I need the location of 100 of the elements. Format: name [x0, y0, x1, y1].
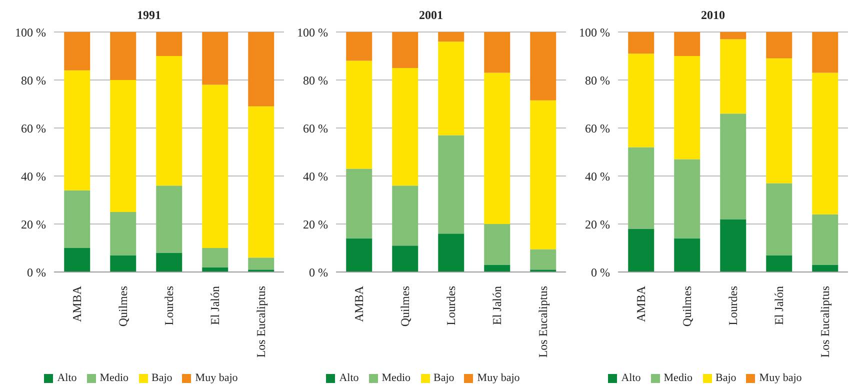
- bar: [64, 248, 90, 272]
- x-tick-label: AMBA: [352, 286, 366, 322]
- legend-label: Medio: [100, 372, 129, 384]
- bar: [438, 234, 464, 272]
- bar: [720, 39, 746, 114]
- bar: [766, 32, 792, 58]
- bar: [530, 100, 556, 250]
- chart-title: 2001: [418, 8, 444, 24]
- legend-label: Alto: [621, 372, 641, 384]
- bar: [346, 60, 372, 169]
- y-tick-label: 0 %: [309, 265, 328, 280]
- bar: [346, 238, 372, 272]
- bar: [812, 72, 838, 214]
- bar: [248, 106, 274, 258]
- bar: [484, 32, 510, 73]
- bar: [248, 32, 274, 106]
- x-tick-label: AMBA: [634, 286, 648, 322]
- legend-label: Alto: [57, 372, 77, 384]
- y-tick-label: 60 %: [303, 121, 328, 136]
- bar: [346, 168, 372, 238]
- legend-label: Muy bajo: [195, 372, 238, 384]
- y-tick-label: 80 %: [21, 73, 46, 88]
- x-tick-label: Lourdes: [726, 286, 740, 326]
- legend-label: Bajo: [434, 372, 454, 384]
- bar: [346, 32, 372, 61]
- bar: [156, 32, 182, 56]
- x-tick-label: El Jalón: [772, 286, 786, 325]
- bar: [484, 224, 510, 265]
- bar: [628, 228, 654, 272]
- bar: [628, 54, 654, 148]
- bar: [156, 56, 182, 186]
- bar: [674, 32, 700, 56]
- bar: [202, 267, 228, 272]
- legend-label: Medio: [664, 372, 693, 384]
- bar: [812, 214, 838, 265]
- x-tick-label: AMBA: [70, 286, 84, 322]
- bar: [720, 32, 746, 40]
- bar: [720, 219, 746, 272]
- bar: [248, 258, 274, 270]
- bar: [202, 248, 228, 268]
- x-tick-label: El Jalón: [208, 286, 222, 325]
- bar: [392, 68, 418, 186]
- x-tick-label: Quilmes: [116, 286, 130, 327]
- bar: [110, 255, 136, 272]
- x-tick-label: Quilmes: [680, 286, 694, 327]
- y-tick-label: 20 %: [585, 217, 610, 232]
- bar: [766, 58, 792, 184]
- y-tick-label: 40 %: [303, 169, 328, 184]
- y-tick-label: 20 %: [303, 217, 328, 232]
- bar: [392, 186, 418, 246]
- bar: [64, 190, 90, 248]
- bar: [720, 114, 746, 220]
- bar: [812, 32, 838, 73]
- y-tick-label: 100 %: [297, 25, 328, 40]
- bar: [812, 264, 838, 272]
- x-tick-label: Los Eucaliptus: [536, 286, 550, 358]
- y-tick-label: 20 %: [21, 217, 46, 232]
- bar: [438, 135, 464, 234]
- bar: [674, 56, 700, 160]
- bar: [766, 255, 792, 272]
- bar: [110, 212, 136, 256]
- legend-label: Bajo: [152, 372, 172, 384]
- bar: [202, 84, 228, 248]
- x-tick-label: El Jalón: [490, 286, 504, 325]
- y-tick-label: 100 %: [579, 25, 610, 40]
- bar: [202, 32, 228, 85]
- bar: [392, 32, 418, 68]
- y-tick-label: 60 %: [21, 121, 46, 136]
- y-tick-label: 0 %: [591, 265, 610, 280]
- legend-label: Medio: [382, 372, 411, 384]
- legend-label: Muy bajo: [477, 372, 520, 384]
- chart-title: 2010: [700, 8, 726, 24]
- bar: [110, 32, 136, 80]
- y-tick-label: 80 %: [585, 73, 610, 88]
- bar: [674, 159, 700, 238]
- bar: [766, 183, 792, 256]
- x-tick-label: Lourdes: [444, 286, 458, 326]
- legend-label: Muy bajo: [759, 372, 802, 384]
- bar: [674, 238, 700, 272]
- bar: [530, 249, 556, 270]
- bar: [64, 32, 90, 70]
- bar: [64, 70, 90, 190]
- bar: [530, 32, 556, 100]
- chart-title: 1991: [136, 8, 162, 24]
- bar: [484, 72, 510, 224]
- bar: [484, 264, 510, 272]
- bar: [628, 147, 654, 229]
- bar: [628, 32, 654, 54]
- legend-label: Bajo: [716, 372, 736, 384]
- y-tick-label: 40 %: [21, 169, 46, 184]
- bar: [110, 80, 136, 212]
- x-tick-label: Los Eucaliptus: [254, 286, 268, 358]
- y-tick-label: 100 %: [15, 25, 46, 40]
- legend-label: Alto: [339, 372, 359, 384]
- bar: [156, 186, 182, 253]
- bar: [156, 252, 182, 272]
- bar: [438, 42, 464, 136]
- y-tick-label: 40 %: [585, 169, 610, 184]
- y-tick-label: 80 %: [303, 73, 328, 88]
- x-tick-label: Lourdes: [162, 286, 176, 326]
